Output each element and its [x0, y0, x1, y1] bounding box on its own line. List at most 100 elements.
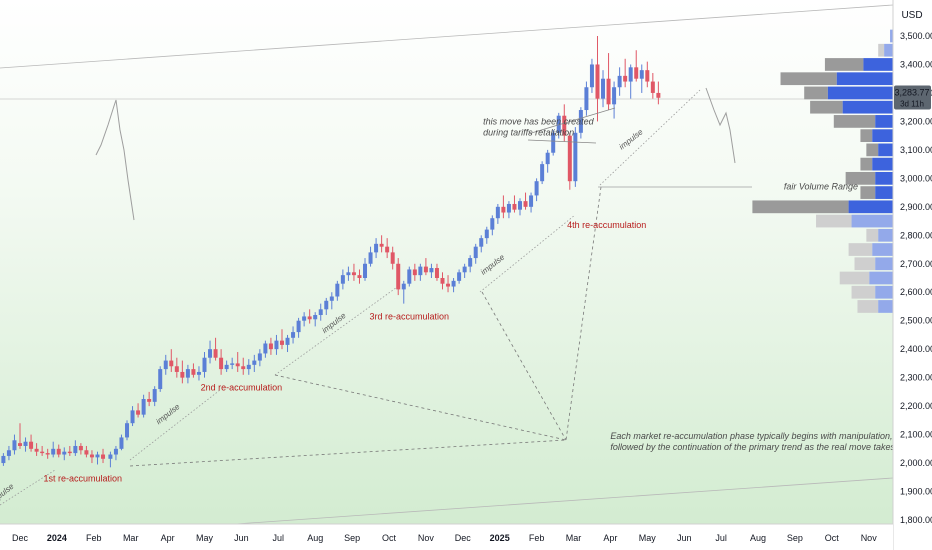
volume-profile-bar-grey	[839, 271, 870, 285]
candle-body	[268, 343, 273, 350]
y-tick-label: 2,400.00	[900, 344, 932, 354]
candle-body	[84, 450, 89, 455]
candle-body	[45, 453, 50, 455]
candle-body	[601, 78, 606, 99]
x-tick-label: May	[196, 533, 214, 543]
candle-body	[230, 363, 235, 365]
volume-profile-bar-grey	[810, 100, 843, 114]
candle-body	[235, 363, 240, 367]
candle-body	[257, 353, 262, 361]
volume-profile-bar-grey	[833, 115, 876, 128]
candle-body	[302, 316, 307, 321]
candle-body	[202, 357, 207, 372]
volume-profile-bar-up	[875, 186, 893, 199]
volume-profile-bar-up	[842, 100, 893, 114]
candle-body	[208, 349, 213, 358]
volume-profile-bar-up	[875, 115, 893, 128]
candle-body	[213, 349, 218, 358]
phase-label-4: 4th re-accumulation	[567, 220, 646, 230]
dashed-line-1st	[129, 439, 567, 467]
candle-body	[51, 448, 56, 455]
volume-profile-bar-up	[875, 257, 893, 271]
candle-body	[351, 272, 356, 276]
x-tick-label: Nov	[418, 533, 435, 543]
candle-body	[490, 218, 495, 230]
volume-profile-bar-up	[827, 86, 893, 100]
volume-profile-bar-grey	[752, 200, 849, 214]
plot-background	[0, 0, 893, 524]
candle-body	[595, 64, 600, 99]
candle-body	[340, 275, 345, 284]
candle-body	[95, 454, 100, 458]
dashed-line-3rd	[481, 291, 567, 441]
candle-body	[67, 451, 72, 454]
volume-profile-bar-grey	[878, 43, 885, 57]
candle-body	[628, 67, 633, 82]
candle-body	[163, 360, 168, 370]
candle-body	[40, 451, 45, 454]
candle-body	[12, 440, 17, 451]
y-tick-label: 1,900.00	[900, 487, 932, 497]
volume-profile-bar-grey	[866, 143, 879, 157]
volume-profile-bar-up	[884, 43, 893, 57]
candle-body	[147, 399, 152, 402]
x-tick-label: Jun	[234, 533, 249, 543]
y-tick-label: 3,100.00	[900, 145, 932, 155]
candle-body	[29, 441, 34, 449]
candle-body	[307, 316, 312, 320]
candle-body	[296, 320, 301, 333]
x-tick-label: Oct	[382, 533, 397, 543]
candle-body	[639, 70, 644, 79]
candle-body	[506, 203, 511, 213]
candle-body	[180, 371, 185, 378]
x-tick-label: Feb	[86, 533, 102, 543]
volume-profile-bar-up	[836, 72, 893, 86]
y-tick-label: 3,200.00	[900, 116, 932, 126]
candle-body	[130, 410, 135, 424]
volume-profile-bar-up	[878, 300, 893, 313]
volume-profile-bar-grey	[845, 171, 876, 185]
y-tick-label: 2,900.00	[900, 202, 932, 212]
y-tick-label: 2,600.00	[900, 287, 932, 297]
current-price-marker: 3,283.77 3d 11h	[894, 85, 931, 110]
candle-body	[495, 206, 500, 219]
candle-body	[152, 389, 157, 402]
candle-body	[18, 443, 22, 446]
candle-body	[501, 206, 506, 213]
phase-label-3: 3rd re-accumulation	[370, 311, 450, 321]
x-tick-label: Feb	[529, 533, 545, 543]
x-axis-background	[0, 524, 893, 550]
projection-scribble-right	[705, 87, 736, 164]
candle-body	[357, 275, 362, 278]
x-tick-label: Sep	[787, 533, 803, 543]
impulse-line-2	[129, 389, 221, 461]
candle-body	[56, 448, 61, 455]
x-tick-label: May	[639, 533, 657, 543]
x-tick-label: Jul	[273, 533, 285, 543]
volume-profile-bar-up	[878, 143, 893, 157]
candle-body	[224, 364, 229, 370]
annotation-1-line-2: during tariffs retaliation	[483, 127, 574, 137]
volume-profile-bar-up	[848, 200, 893, 214]
candle-body	[335, 283, 340, 297]
phase-label-2: 2nd re-accumulation	[201, 382, 283, 392]
candle-body	[158, 369, 163, 390]
candle-body	[473, 246, 478, 259]
candle-body	[136, 410, 141, 415]
x-tick-label: Aug	[750, 533, 766, 543]
candle-body	[141, 399, 146, 415]
candle-body	[623, 75, 628, 82]
y-tick-label: 2,300.00	[900, 373, 932, 383]
candle-body	[517, 201, 522, 210]
x-tick-label: Mar	[566, 533, 582, 543]
candle-body	[457, 272, 462, 281]
volume-profile-bar-up	[890, 29, 893, 43]
candle-body	[512, 203, 517, 210]
tariffs-pointer-2	[527, 139, 597, 144]
candle-body	[606, 78, 611, 105]
candle-body	[645, 70, 650, 82]
candle-body	[434, 268, 439, 278]
volume-profile-bar-grey	[848, 243, 873, 256]
annotation-2-line-2: followed by the continuation of the prim…	[610, 442, 921, 452]
